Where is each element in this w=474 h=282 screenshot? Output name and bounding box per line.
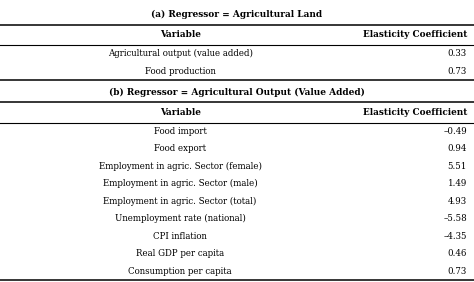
Text: 0.33: 0.33 [448,49,467,58]
Text: 0.94: 0.94 [447,144,467,153]
Text: 1.49: 1.49 [447,179,467,188]
Text: CPI inflation: CPI inflation [153,232,207,241]
Text: Employment in agric. Sector (female): Employment in agric. Sector (female) [99,162,262,171]
Text: Consumption per capita: Consumption per capita [128,267,232,276]
Text: Employment in agric. Sector (total): Employment in agric. Sector (total) [103,197,257,206]
Text: 4.93: 4.93 [448,197,467,206]
Text: Elasticity Coefficient: Elasticity Coefficient [363,108,467,117]
Text: Unemployment rate (national): Unemployment rate (national) [115,214,246,223]
Text: Variable: Variable [160,108,201,117]
Text: 0.73: 0.73 [447,67,467,76]
Text: –0.49: –0.49 [443,127,467,136]
Text: Food production: Food production [145,67,216,76]
Text: (b) Regressor = Agricultural Output (Value Added): (b) Regressor = Agricultural Output (Val… [109,88,365,97]
Text: –5.58: –5.58 [443,214,467,223]
Text: Variable: Variable [160,30,201,39]
Text: Real GDP per capita: Real GDP per capita [136,249,224,258]
Text: (a) Regressor = Agricultural Land: (a) Regressor = Agricultural Land [151,10,323,19]
Text: 0.73: 0.73 [447,267,467,276]
Text: 5.51: 5.51 [447,162,467,171]
Text: Employment in agric. Sector (male): Employment in agric. Sector (male) [103,179,257,188]
Text: Elasticity Coefficient: Elasticity Coefficient [363,30,467,39]
Text: Food import: Food import [154,127,207,136]
Text: Food export: Food export [154,144,206,153]
Text: –4.35: –4.35 [443,232,467,241]
Text: 0.46: 0.46 [447,249,467,258]
Text: Agricultural output (value added): Agricultural output (value added) [108,49,253,58]
